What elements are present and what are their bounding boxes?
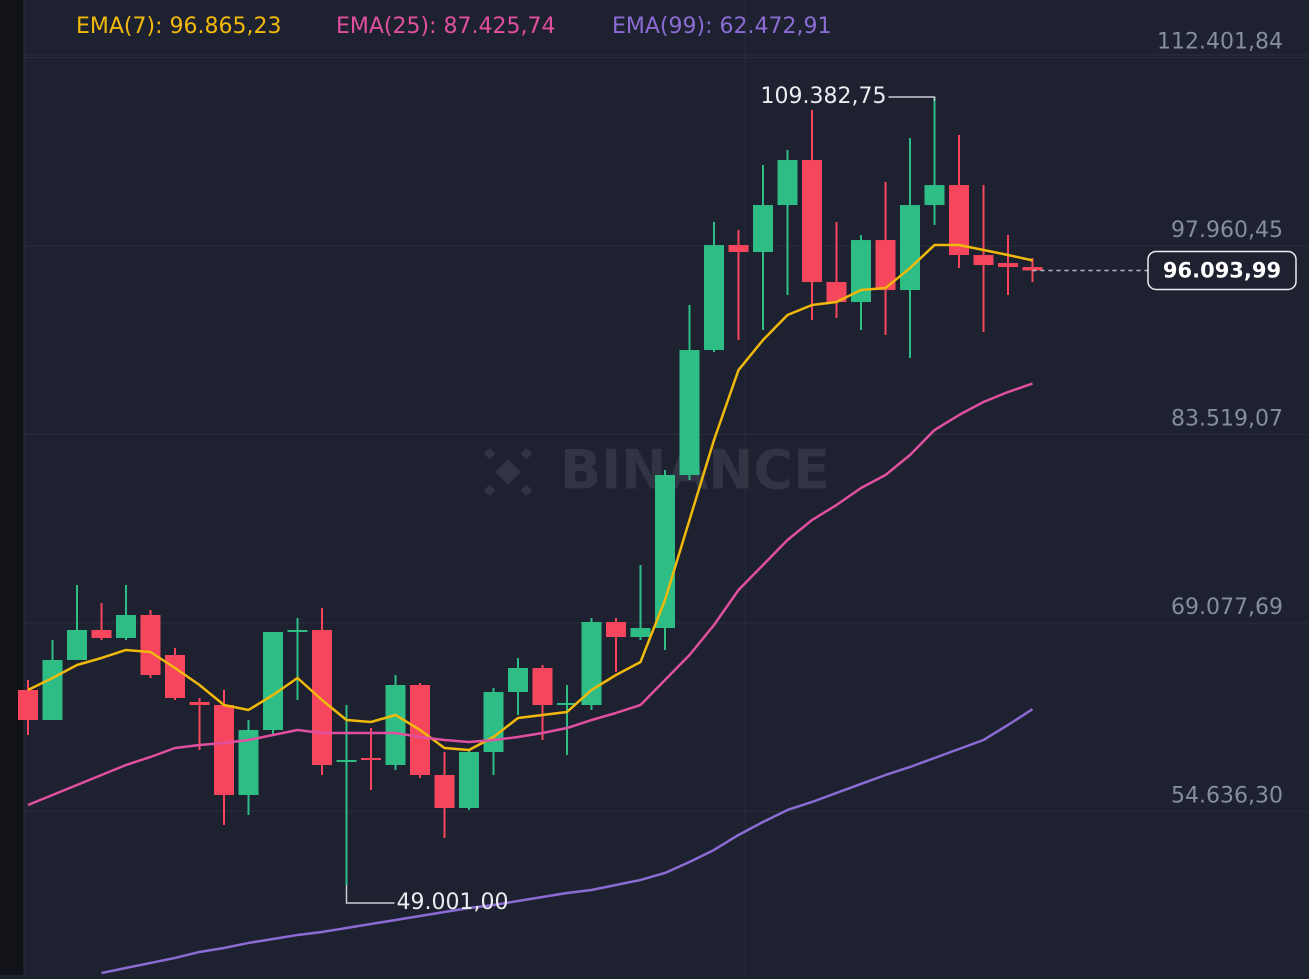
annotation-label: 49.001,00 — [397, 890, 509, 915]
last-price-box — [1147, 250, 1297, 291]
plot: 109.382,75 49.001,00 96.093,99 — [18, 84, 1297, 975]
candle-body — [728, 245, 749, 253]
y-tick-label: 97.960,45 — [1171, 218, 1283, 243]
candle-body — [924, 185, 945, 206]
grid: 112.401,84 97.960,45 83.519,07 69.077,69 54.… — [24, 30, 1309, 812]
candle-body — [1022, 267, 1043, 271]
candle-body — [679, 350, 700, 476]
candle-body — [67, 630, 87, 660]
candle-body — [508, 668, 528, 692]
candle-body — [459, 751, 479, 808]
candle-body — [189, 701, 210, 705]
candle-body — [973, 255, 994, 266]
ema-line — [27, 243, 1033, 752]
candle-body — [312, 630, 332, 765]
candle-body — [802, 160, 822, 283]
candle-body — [336, 759, 357, 762]
candle-body — [875, 240, 896, 291]
candle-body — [434, 774, 455, 808]
candle-body — [361, 757, 381, 760]
candle-body — [704, 245, 724, 351]
y-tick-label: 112.401,84 — [1157, 30, 1283, 55]
candle-body — [91, 630, 112, 639]
ema-line — [27, 382, 1033, 807]
legend-entry: EMA(7): 96.865,23 — [76, 14, 281, 39]
candle-body — [826, 282, 847, 303]
candle-body — [753, 205, 773, 253]
y-tick-label: 83.519,07 — [1171, 407, 1283, 432]
annotation-label: 109.382,75 — [761, 84, 887, 109]
candle-body — [998, 263, 1018, 268]
legend-entry: EMA(25): 87.425,74 — [336, 14, 555, 39]
candle-body — [900, 205, 920, 291]
candle-body — [116, 614, 136, 639]
candle-body — [385, 684, 406, 765]
annotation-line — [345, 884, 395, 904]
candle-body — [165, 655, 185, 699]
candle-body — [557, 702, 577, 705]
candle-body — [630, 627, 651, 637]
candle-body — [655, 475, 675, 628]
last-price-label: 96.093,99 — [1163, 258, 1281, 282]
candle-body — [777, 160, 798, 206]
candle-body — [287, 630, 308, 633]
candle-body — [483, 691, 504, 752]
candle-body — [532, 668, 553, 705]
candle-body — [18, 690, 38, 721]
candle-body — [42, 659, 63, 721]
y-tick-label: 69.077,69 — [1171, 595, 1283, 620]
annotation-line — [888, 96, 936, 102]
candle-body — [606, 622, 626, 637]
candle-body — [949, 185, 969, 256]
left-strip — [0, 0, 24, 975]
candle-body — [214, 704, 234, 795]
y-tick-label: 54.636,30 — [1171, 783, 1283, 808]
candle-body — [140, 614, 161, 675]
legend-entry: EMA(99): 62.472,91 — [612, 14, 831, 39]
ema-line — [101, 708, 1034, 975]
legend: EMA(7): 96.865,23 EMA(25): 87.425,74 EMA(9… — [76, 14, 831, 39]
candle-body — [851, 240, 871, 303]
candle-body — [581, 622, 602, 705]
candle-body — [238, 729, 259, 795]
candle-body — [263, 632, 283, 730]
